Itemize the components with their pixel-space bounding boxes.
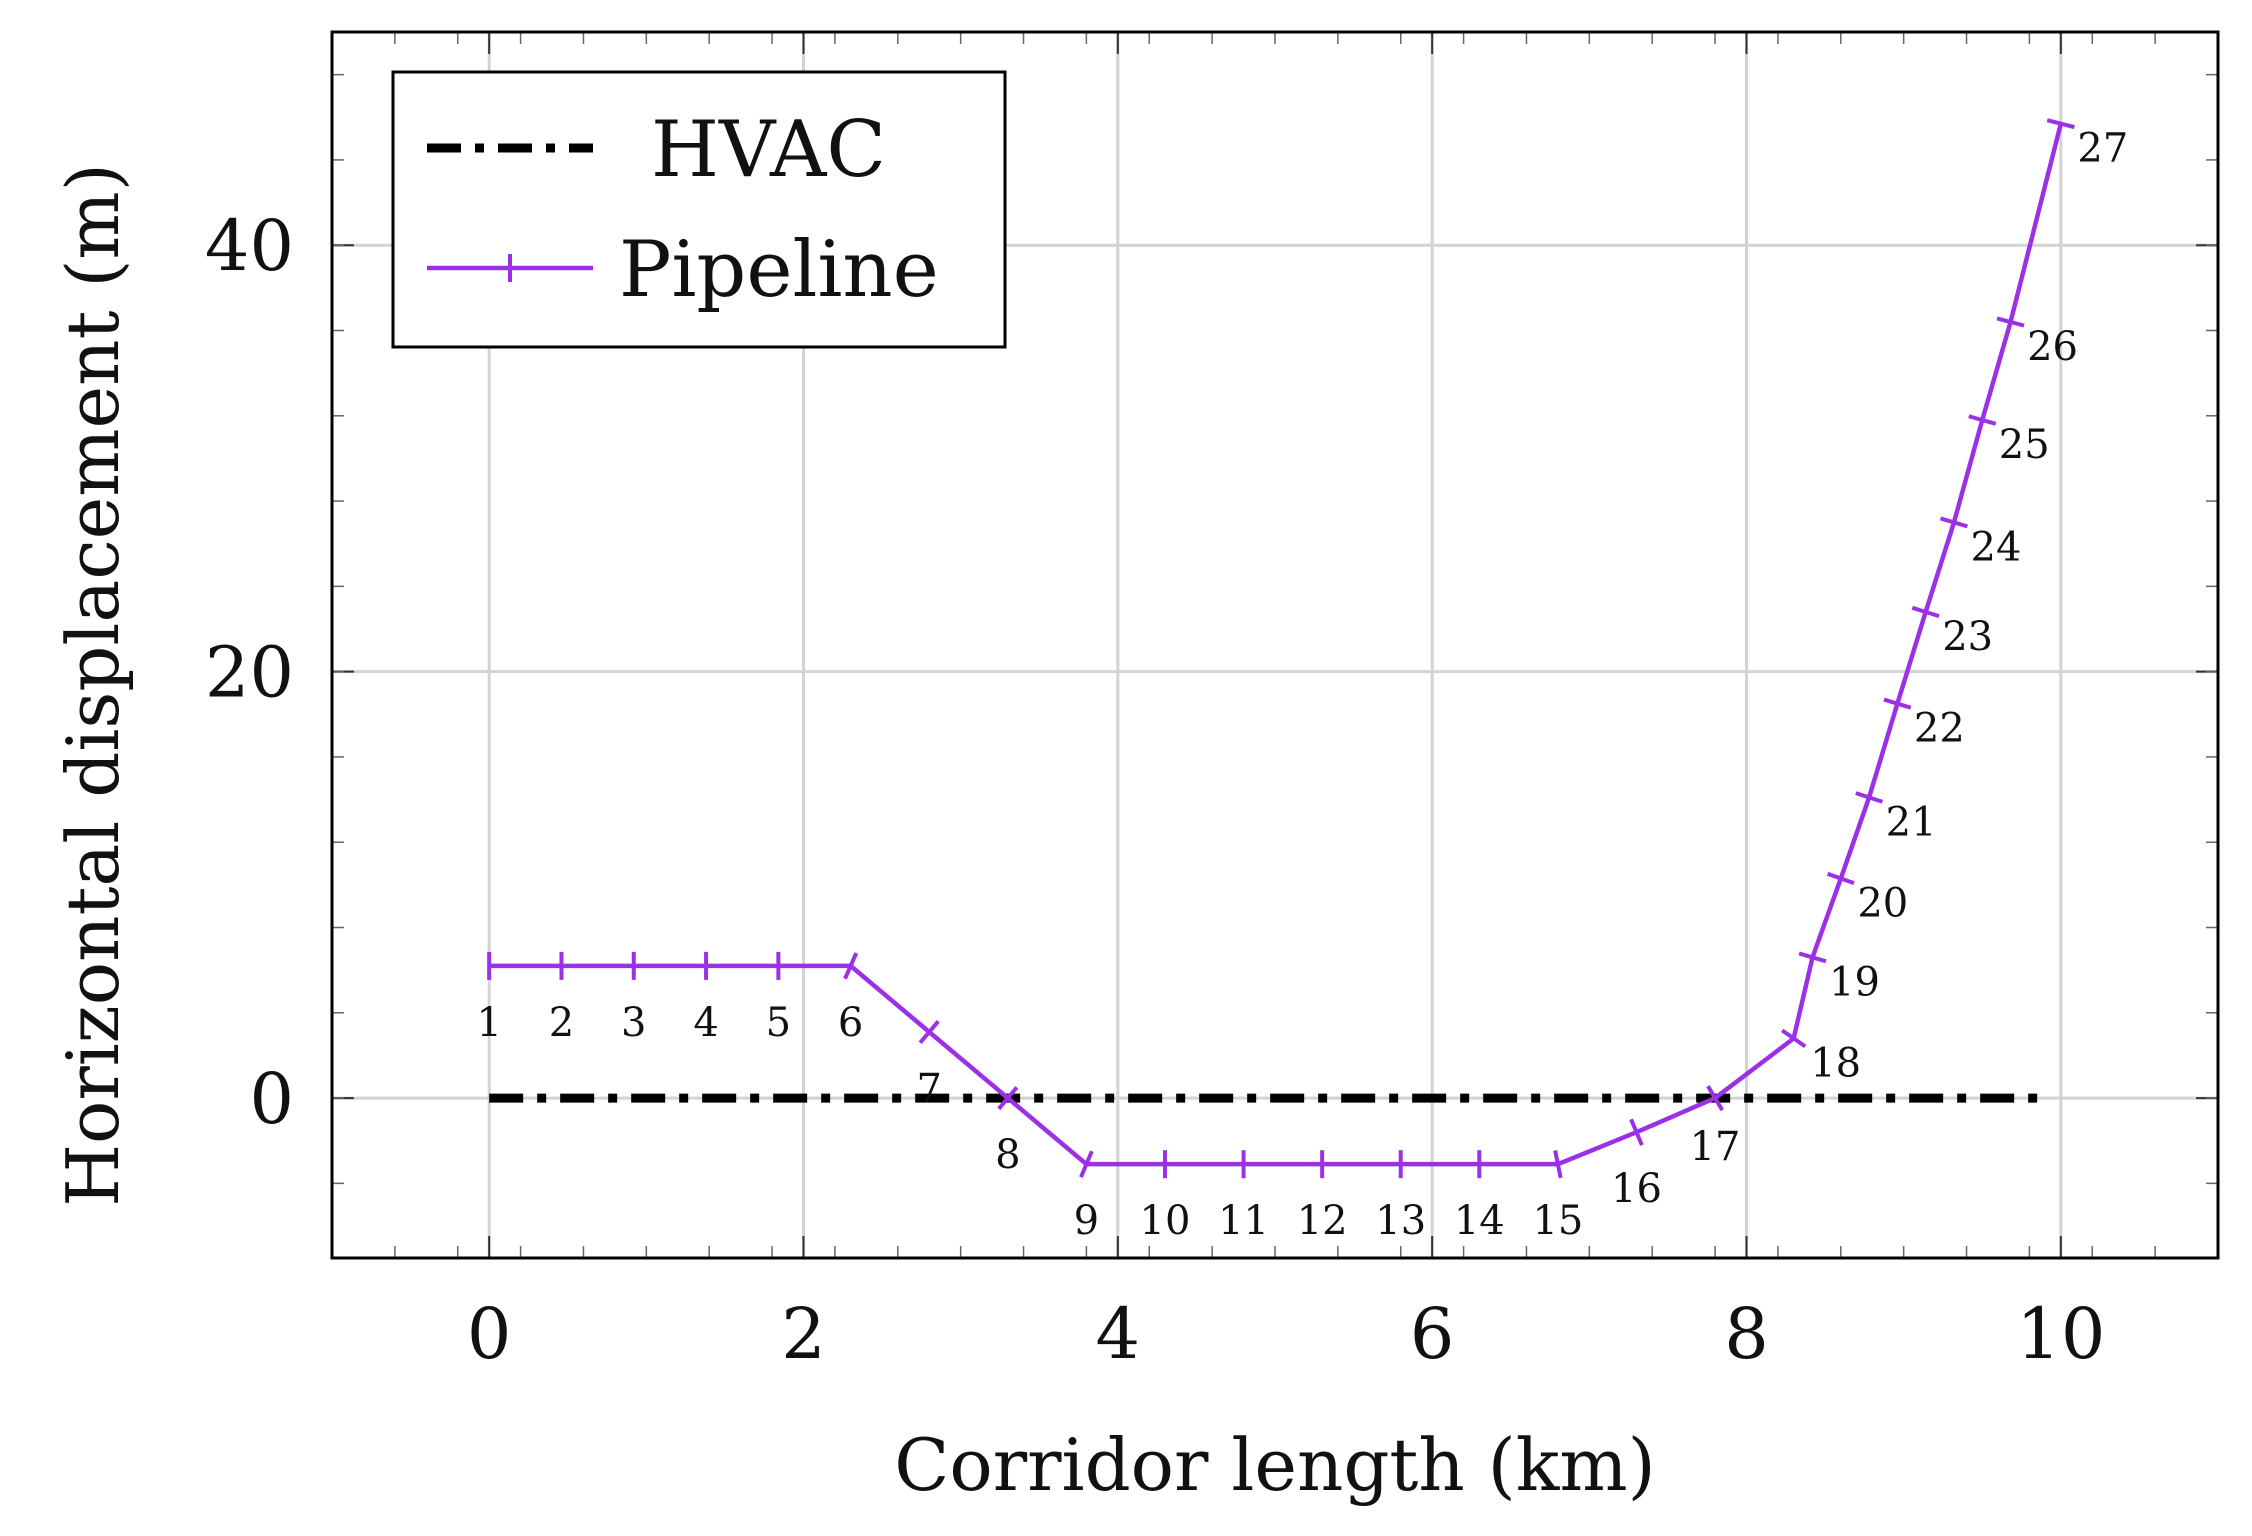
legend-box (391, 70, 1007, 349)
pipeline-point-label: 12 (1297, 1198, 1348, 1244)
x-tick-label: 4 (1096, 1293, 1141, 1375)
pipeline-point-label: 23 (1942, 614, 1993, 660)
x-tick-label: 10 (2016, 1293, 2105, 1375)
pipeline-point-marker (1826, 871, 1855, 886)
pipeline-point-marker (2046, 118, 2075, 130)
pipeline-point-marker (1079, 1150, 1094, 1178)
pipeline-point-label: 21 (1886, 799, 1937, 845)
pipeline-point-label: 19 (1829, 959, 1880, 1005)
pipeline-point-label: 5 (766, 1000, 791, 1046)
pipeline-point-marker (1968, 414, 1997, 426)
pipeline-point-label: 13 (1375, 1198, 1426, 1244)
x-tick-label: 0 (467, 1293, 512, 1375)
pipeline-point-marker (1629, 1118, 1644, 1146)
pipeline-point-label: 3 (621, 1000, 646, 1046)
series-layer (487, 118, 2075, 1179)
pipeline-point-marker (1911, 605, 1940, 619)
pipeline-point-marker (1553, 1150, 1563, 1179)
pipeline-point-label: 24 (1971, 524, 2022, 570)
x-tick-label: 8 (1724, 1293, 1769, 1375)
pipeline-point-label: 8 (995, 1132, 1020, 1178)
pipeline-point-label: 6 (838, 1000, 863, 1046)
minor-ticks (332, 32, 2218, 1258)
pipeline-point-label: 14 (1454, 1198, 1505, 1244)
pipeline-point-marker (918, 1019, 940, 1044)
pipeline-point-marker (1883, 697, 1912, 710)
pipeline-point-marker (1798, 951, 1827, 964)
y-tick-label: 40 (205, 205, 294, 287)
y-axis-title: Horizontal displacement (m) (51, 163, 135, 1207)
y-tick-label: 20 (205, 632, 294, 714)
pipeline-point-label: 10 (1140, 1198, 1191, 1244)
pipeline-point-marker (843, 952, 859, 980)
x-tick-label: 6 (1410, 1293, 1455, 1375)
pipeline-point-marker (1855, 791, 1884, 804)
pipeline-point-label: 11 (1218, 1198, 1269, 1244)
pipeline-point-label: 15 (1532, 1198, 1583, 1244)
pipeline-point-marker (1706, 1085, 1724, 1112)
legend-pipeline-label: Pipeline (619, 225, 939, 315)
pipeline-point-label: 7 (917, 1066, 942, 1112)
pipeline-point-label: 18 (1810, 1040, 1861, 1086)
pipeline-point-marker (1939, 516, 1968, 529)
pipeline-point-label: 9 (1074, 1198, 1099, 1244)
x-axis-title: Corridor length (km) (894, 1423, 1655, 1507)
pipeline-point-marker (1996, 316, 2025, 328)
pipeline-point-label: 2 (549, 1000, 574, 1046)
pipeline-point-label: 22 (1914, 706, 1965, 752)
pipeline-point-label: 17 (1690, 1124, 1741, 1170)
pipeline-point-label: 4 (693, 1000, 718, 1046)
x-tick-label: 2 (781, 1293, 826, 1375)
y-tick-label: 0 (249, 1058, 294, 1140)
pipeline-point-label: 25 (1999, 422, 2050, 468)
pipeline-point-marker (997, 1086, 1019, 1111)
pipeline-point-label: 16 (1611, 1166, 1662, 1212)
pipeline-point-label: 1 (476, 1000, 501, 1046)
legend: HVAC Pipeline (391, 70, 1007, 349)
plot-frame (330, 30, 2220, 1260)
legend-hvac-label: HVAC (651, 105, 886, 195)
pipeline-point-label: 26 (2027, 324, 2078, 370)
pipeline-point-marker (1781, 1028, 1807, 1049)
pipeline-point-label: 20 (1857, 880, 1908, 926)
pipeline-point-label: 27 (2077, 126, 2128, 172)
